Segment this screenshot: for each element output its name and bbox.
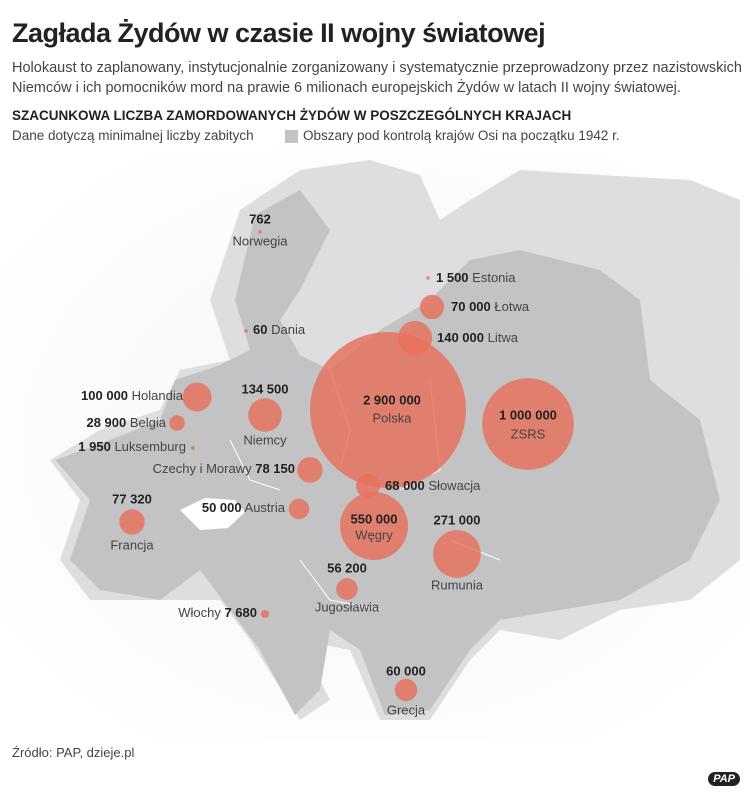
bubble xyxy=(288,498,310,520)
country-label: Czechy i Morawy 78 150 xyxy=(153,461,295,476)
bubble xyxy=(482,378,574,470)
bubbles xyxy=(119,230,574,702)
country-name: ZSRS xyxy=(511,426,546,441)
country-name: Francja xyxy=(110,537,154,552)
country-name: Dania xyxy=(271,322,306,337)
death-count: 140 000 xyxy=(437,330,484,345)
country-name: Estonia xyxy=(472,270,516,285)
bubble xyxy=(260,609,270,619)
map: 762 Norwegia 1 500 Estonia 70 000 Łotwa 140 … xyxy=(0,150,750,740)
country-name: Belgia xyxy=(130,415,167,430)
death-count: 56 200 xyxy=(327,560,367,575)
country-name: Niemcy xyxy=(243,432,287,447)
death-count: 2 900 000 xyxy=(363,392,421,407)
death-count: 7 680 xyxy=(224,605,257,620)
death-count: 762 xyxy=(249,211,271,226)
bubble xyxy=(419,294,445,320)
death-count: 1 950 xyxy=(78,439,111,454)
logo: PAP xyxy=(708,772,740,786)
country-name: Jugosławia xyxy=(315,599,380,614)
country-label: 28 900 Belgia xyxy=(86,415,166,430)
country-name: Słowacja xyxy=(428,478,481,493)
country-name: Polska xyxy=(372,410,412,425)
country-name: Włochy xyxy=(178,605,221,620)
legend-note: Dane dotyczą minimalnej liczby zabitych xyxy=(12,128,254,143)
bubble xyxy=(244,329,248,333)
death-count: 271 000 xyxy=(434,512,481,527)
death-count: 100 000 xyxy=(81,388,128,403)
death-count: 28 900 xyxy=(86,415,126,430)
country-name: Austria xyxy=(245,500,286,515)
country-label: 140 000 Litwa xyxy=(437,330,519,345)
death-count: 78 150 xyxy=(255,461,295,476)
country-name: Czechy i Morawy xyxy=(153,461,252,476)
bubble xyxy=(182,382,212,412)
death-count: 68 000 xyxy=(385,478,425,493)
bubble xyxy=(258,230,262,234)
country-label: 70 000 Łotwa xyxy=(451,299,530,314)
source: Źródło: PAP, dzieje.pl xyxy=(12,745,135,760)
country-name: Litwa xyxy=(488,330,519,345)
bubble xyxy=(119,509,145,535)
country-label: 50 000 Austria xyxy=(202,500,286,515)
country-label: 68 000 Słowacja xyxy=(385,478,481,493)
bubble xyxy=(190,445,196,451)
death-count: 1 000 000 xyxy=(499,407,557,422)
country-label: 100 000 Holandia xyxy=(81,388,184,403)
legend-heading: SZACUNKOWA LICZBA ZAMORDOWANYCH ŻYDÓW W … xyxy=(12,108,572,123)
country-name: Luksemburg xyxy=(114,439,186,454)
country-name: Holandia xyxy=(132,388,184,403)
death-count: 134 500 xyxy=(242,381,289,396)
country-label: 60 Dania xyxy=(253,322,306,337)
bubble xyxy=(433,530,481,578)
bubble xyxy=(310,332,466,488)
death-count: 77 320 xyxy=(112,491,152,506)
country-name: Grecja xyxy=(387,702,426,717)
bubble xyxy=(426,276,430,280)
country-name: Norwegia xyxy=(233,233,289,248)
bubble xyxy=(394,678,418,702)
death-count: 60 000 xyxy=(386,663,426,678)
bubble xyxy=(336,578,358,600)
death-count: 70 000 xyxy=(451,299,491,314)
bubble xyxy=(297,457,323,483)
country-name: Rumunia xyxy=(431,577,484,592)
country-label: 1 500 Estonia xyxy=(436,270,516,285)
country-label: Włochy 7 680 xyxy=(178,605,257,620)
country-label: 1 950 Luksemburg xyxy=(78,439,186,454)
death-count: 60 xyxy=(253,322,267,337)
switzerland xyxy=(180,498,245,530)
labels: 762 Norwegia 1 500 Estonia 70 000 Łotwa 140 … xyxy=(78,211,557,717)
subtitle: Holokaust to zaplanowany, instytucjonaln… xyxy=(12,60,742,96)
bubble xyxy=(356,474,380,498)
bubble xyxy=(169,415,185,431)
bubble xyxy=(248,398,282,432)
country-name: Węgry xyxy=(355,527,393,542)
title: Zagłada Żydów w czasie II wojny światowe… xyxy=(12,18,546,48)
legend-swatch xyxy=(285,130,298,143)
death-count: 550 000 xyxy=(351,511,398,526)
death-count: 1 500 xyxy=(436,270,469,285)
country-name: Łotwa xyxy=(494,299,529,314)
death-count: 50 000 xyxy=(202,500,242,515)
legend-area-label: Obszary pod kontrolą krajów Osi na począ… xyxy=(303,128,620,143)
bubble xyxy=(340,492,408,560)
